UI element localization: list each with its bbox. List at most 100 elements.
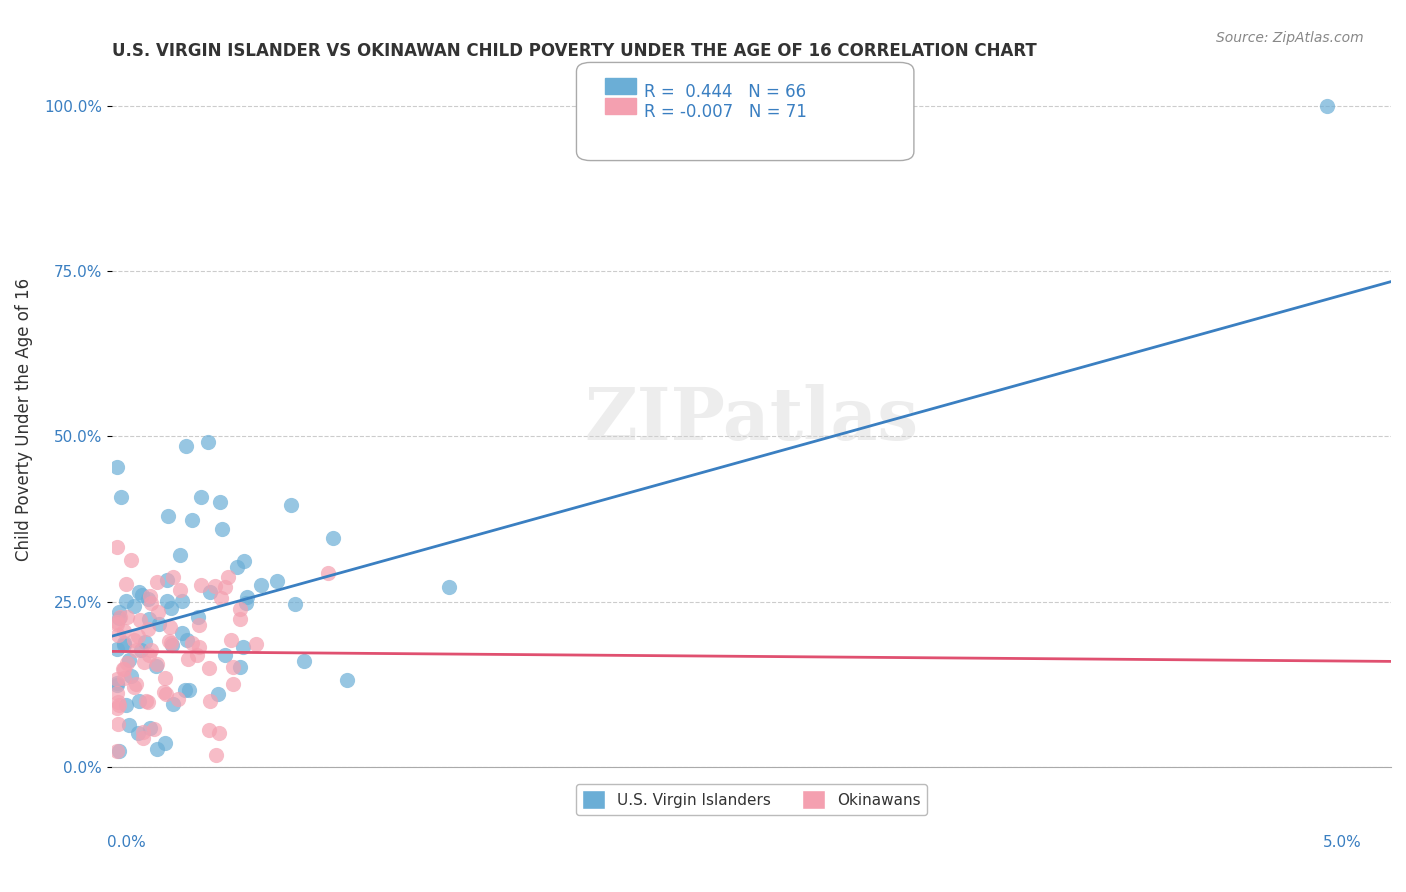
Point: [219, 633, 242, 648]
Point: [153, 672, 176, 686]
Point: [114, 698, 136, 712]
Point: [204, 579, 226, 593]
Point: [110, 491, 132, 505]
Text: ZIPatlas: ZIPatlas: [585, 384, 918, 455]
Point: [177, 682, 200, 697]
Point: [138, 648, 160, 662]
Point: [125, 677, 148, 691]
Point: [174, 439, 197, 453]
Point: [155, 687, 177, 701]
Point: [136, 623, 159, 637]
Point: [139, 596, 162, 610]
Text: Source: ZipAtlas.com: Source: ZipAtlas.com: [1216, 31, 1364, 45]
Point: [112, 662, 135, 676]
Point: [1316, 98, 1339, 112]
Point: [266, 574, 288, 588]
Point: [173, 683, 195, 698]
Point: [112, 624, 135, 639]
Point: [112, 636, 135, 650]
Point: [138, 612, 160, 626]
Point: [208, 495, 231, 509]
Point: [209, 591, 232, 605]
Point: [162, 570, 184, 584]
Point: [132, 725, 155, 739]
Point: [105, 672, 128, 686]
Point: [118, 653, 141, 667]
Point: [132, 655, 155, 669]
Y-axis label: Child Poverty Under the Age of 16: Child Poverty Under the Age of 16: [15, 278, 32, 561]
Point: [157, 509, 180, 524]
Text: 0.0%: 0.0%: [107, 836, 146, 850]
Point: [105, 641, 128, 656]
Point: [221, 660, 243, 674]
Point: [187, 610, 209, 624]
Point: [245, 638, 267, 652]
Point: [108, 744, 131, 758]
Point: [112, 671, 135, 685]
Point: [198, 694, 221, 708]
Point: [153, 736, 176, 750]
Point: [198, 584, 221, 599]
Point: [131, 588, 153, 602]
Point: [146, 657, 169, 671]
Point: [169, 548, 191, 562]
Point: [160, 638, 183, 652]
Point: [198, 723, 221, 737]
Point: [228, 602, 250, 616]
Point: [148, 616, 170, 631]
Point: [229, 612, 252, 626]
Point: [128, 585, 150, 599]
Point: [122, 599, 145, 614]
Point: [181, 512, 204, 526]
Point: [186, 648, 208, 662]
Point: [112, 662, 135, 676]
Point: [159, 601, 181, 615]
Point: [108, 611, 131, 625]
Point: [136, 591, 159, 606]
Point: [167, 691, 190, 706]
Point: [211, 522, 233, 536]
Point: [156, 573, 179, 587]
Point: [105, 617, 128, 632]
Point: [217, 570, 239, 584]
Point: [115, 657, 138, 671]
Point: [105, 676, 128, 690]
Point: [190, 490, 212, 504]
Text: R = -0.007   N = 71: R = -0.007 N = 71: [644, 103, 807, 121]
Point: [226, 559, 249, 574]
Point: [108, 610, 131, 624]
Point: [107, 628, 129, 642]
Point: [105, 686, 128, 700]
Point: [138, 695, 160, 709]
Point: [127, 725, 149, 739]
Point: [127, 629, 149, 643]
Point: [105, 615, 128, 629]
Point: [145, 659, 167, 673]
Point: [169, 582, 191, 597]
Point: [120, 669, 142, 683]
Point: [115, 577, 138, 591]
Point: [159, 620, 181, 634]
Point: [105, 701, 128, 715]
Point: [229, 660, 252, 674]
Point: [115, 610, 138, 624]
Point: [134, 634, 156, 648]
Point: [122, 632, 145, 647]
Point: [172, 625, 194, 640]
Point: [157, 634, 180, 648]
Point: [128, 613, 150, 627]
Point: [153, 684, 176, 698]
Point: [437, 580, 460, 594]
Point: [105, 678, 128, 692]
Point: [131, 642, 153, 657]
Point: [135, 694, 157, 708]
Point: [139, 721, 162, 735]
Point: [145, 742, 167, 756]
Point: [128, 693, 150, 707]
Point: [176, 632, 198, 647]
Point: [143, 723, 166, 737]
Text: 5.0%: 5.0%: [1323, 836, 1362, 850]
Point: [190, 578, 212, 592]
Point: [235, 597, 257, 611]
Point: [107, 695, 129, 709]
